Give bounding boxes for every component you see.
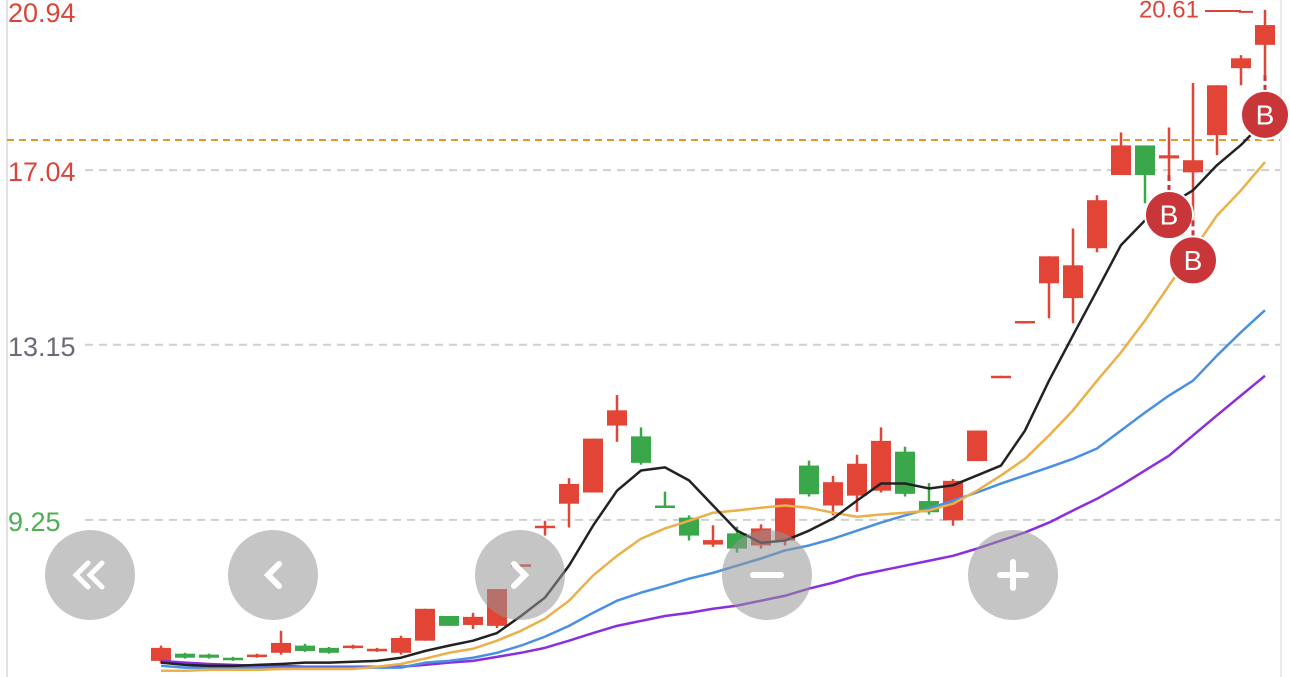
candle-body [463, 616, 483, 625]
candle-body [1039, 256, 1059, 284]
candle-body [1087, 200, 1107, 249]
high-annotation: 20.61 [1139, 0, 1199, 23]
candle-body [1159, 155, 1179, 159]
candle-body [631, 436, 651, 463]
moving-average-line [160, 374, 1266, 668]
moving-average-line [161, 161, 1266, 673]
candle-body [655, 505, 675, 509]
candle-body [967, 430, 987, 462]
y-tick-label: 13.15 [8, 332, 76, 362]
candle-body [1063, 265, 1083, 299]
candle-body [1183, 160, 1203, 173]
candle-body [799, 465, 819, 495]
candle-body [1207, 85, 1227, 136]
candle-body [1015, 320, 1035, 324]
candle-body [1255, 25, 1275, 45]
candle-body [247, 654, 267, 658]
candle-body [871, 440, 891, 491]
candle-body [535, 525, 555, 529]
controls [45, 530, 1058, 620]
high-leader [1205, 10, 1253, 13]
candle-body [391, 637, 411, 653]
signal-label: B [1184, 245, 1203, 276]
candle-body [607, 410, 627, 426]
candle-body [703, 540, 723, 545]
candle-body [823, 482, 843, 506]
candle-body [271, 642, 291, 653]
candle-body [319, 647, 339, 653]
candle-body [151, 647, 171, 661]
zoom-in-button[interactable] [968, 530, 1058, 620]
candle-body [343, 645, 363, 649]
candle-body [199, 654, 219, 658]
candle-body [367, 648, 387, 652]
candle-body [1135, 145, 1155, 176]
candle-body [895, 451, 915, 494]
moving-average-line [160, 309, 1266, 669]
y-tick-label: 17.04 [8, 157, 76, 187]
candle-body [559, 483, 579, 504]
scroll-start-button[interactable] [45, 530, 135, 620]
signal-badge [1144, 190, 1194, 241]
candle-body [223, 657, 243, 661]
candle-body [775, 498, 795, 541]
candle-body [1231, 58, 1251, 69]
candle-body [439, 615, 459, 626]
y-tick-label: 9.25 [8, 507, 61, 537]
candle-body [919, 501, 939, 513]
zoom-out-button[interactable] [722, 530, 812, 620]
candle-body [847, 463, 867, 496]
candle-body [583, 438, 603, 493]
candle-body [295, 645, 315, 651]
signal-badge [1168, 235, 1218, 286]
candle-body [991, 375, 1011, 379]
signal-label: B [1160, 199, 1179, 230]
scroll-right-button[interactable] [475, 530, 565, 620]
signal-badge [1240, 89, 1290, 140]
scroll-left-button[interactable] [228, 530, 318, 620]
candle-body [175, 653, 195, 658]
candle-body [1111, 145, 1131, 176]
candle-body [415, 608, 435, 641]
signal-label: B [1256, 99, 1275, 130]
moving-average-line [160, 119, 1266, 668]
y-tick-label: 20.94 [8, 0, 76, 28]
